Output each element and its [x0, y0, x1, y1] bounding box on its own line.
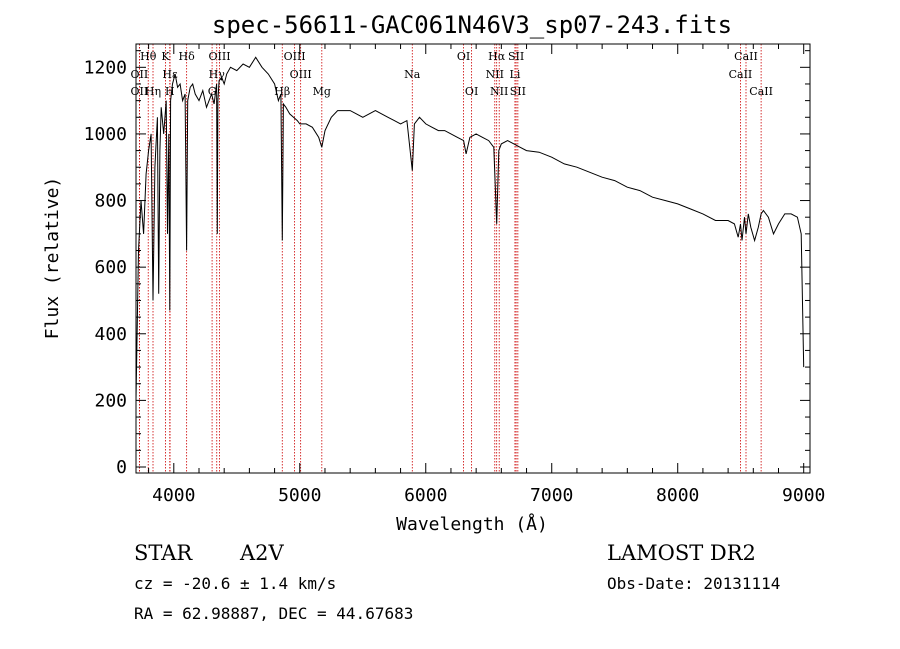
y-tick-label: 1000 — [84, 124, 127, 145]
line-marker-label: CaII — [729, 68, 753, 81]
x-tick-label: 7000 — [530, 485, 573, 506]
x-tick-label: 5000 — [278, 485, 321, 506]
line-marker-label: OIII — [284, 50, 306, 63]
object-class: STAR — [134, 541, 193, 565]
coordinates: RA = 62.98887, DEC = 44.67683 — [134, 604, 413, 623]
line-marker-label: Hη — [145, 85, 161, 98]
object-subclass: A2V — [239, 541, 285, 565]
obs-date: Obs-Date: 20131114 — [607, 574, 780, 593]
y-tick-label: 200 — [94, 390, 127, 411]
spectrum-line — [135, 56, 805, 401]
line-marker-label: NII — [490, 85, 508, 98]
line-marker-label: H — [165, 85, 175, 98]
line-marker-label: NII — [486, 68, 504, 81]
line-marker-label: OII — [131, 85, 149, 98]
y-axis-ticks: 0 200 400 600 800 1000 1200 — [84, 50, 810, 478]
x-tick-label: 6000 — [404, 485, 447, 506]
line-marker-label: Hβ — [274, 85, 290, 98]
line-marker-label: Li — [510, 68, 521, 81]
line-marker-label: OI — [465, 85, 478, 98]
line-marker-label: Hα — [488, 50, 506, 63]
x-axis-label: Wavelength (Å) — [396, 513, 548, 535]
x-axis-ticks: 4000 5000 6000 7000 8000 9000 — [148, 44, 825, 506]
line-marker-label: Hδ — [179, 50, 196, 63]
x-tick-label: 9000 — [782, 485, 825, 506]
line-marker-label: CaII — [734, 50, 758, 63]
line-marker-label: OIII — [208, 50, 230, 63]
line-marker-label: SII — [508, 50, 524, 63]
x-tick-label: 4000 — [152, 485, 195, 506]
y-tick-label: 0 — [116, 457, 127, 478]
line-marker-label: Mg — [313, 85, 331, 98]
line-marker-label: OIII — [290, 68, 312, 81]
plot-frame — [135, 43, 811, 474]
line-marker-label: CaII — [749, 85, 773, 98]
line-marker-label: OI — [457, 50, 470, 63]
y-tick-label: 1200 — [84, 57, 127, 78]
y-tick-label: 800 — [94, 191, 127, 212]
line-markers — [139, 44, 762, 473]
line-marker-label: Na — [404, 68, 421, 81]
x-tick-label: 8000 — [656, 485, 699, 506]
y-tick-label: 400 — [94, 324, 127, 345]
line-marker-label: G — [208, 85, 217, 98]
line-marker-label: OII — [131, 68, 149, 81]
survey-name: LAMOST DR2 — [607, 541, 756, 565]
y-axis-label: Flux (relative) — [42, 177, 63, 340]
line-marker-label: SII — [510, 85, 526, 98]
line-marker-label: K — [161, 50, 170, 63]
redshift-cz: cz = -20.6 ± 1.4 km/s — [134, 574, 336, 593]
chart-title: spec-56611-GAC061N46V3_sp07-243.fits — [212, 11, 732, 39]
y-tick-label: 600 — [94, 257, 127, 278]
line-marker-label: Hθ — [140, 50, 157, 63]
